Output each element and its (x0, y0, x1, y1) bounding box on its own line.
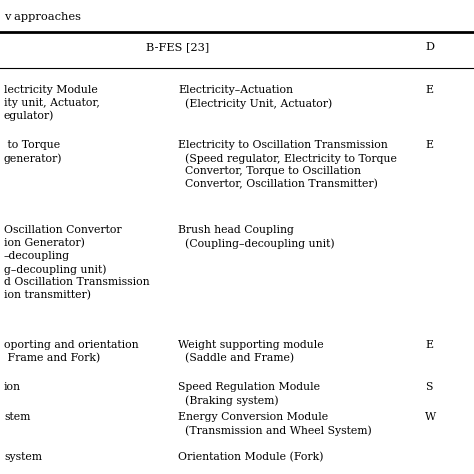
Text: Energy Conversion Module
  (Transmission and Wheel System): Energy Conversion Module (Transmission a… (178, 412, 372, 436)
Text: W: W (425, 412, 436, 422)
Text: Speed Regulation Module
  (Braking system): Speed Regulation Module (Braking system) (178, 382, 320, 406)
Text: Electricity to Oscillation Transmission
  (Speed regulator, Electricity to Torqu: Electricity to Oscillation Transmission … (178, 140, 397, 190)
Text: ion: ion (4, 382, 21, 392)
Text: D: D (425, 42, 434, 52)
Text: E: E (425, 340, 433, 350)
Text: to Torque
generator): to Torque generator) (4, 140, 63, 164)
Text: stem: stem (4, 412, 30, 422)
Text: oporting and orientation
 Frame and Fork): oporting and orientation Frame and Fork) (4, 340, 138, 363)
Text: v approaches: v approaches (4, 12, 81, 22)
Text: E: E (425, 85, 433, 95)
Text: Electricity–Actuation
  (Electricity Unit, Actuator): Electricity–Actuation (Electricity Unit,… (178, 85, 332, 109)
Text: Oscillation Convertor
ion Generator)
–decoupling
g–decoupling unit)
d Oscillatio: Oscillation Convertor ion Generator) –de… (4, 225, 150, 301)
Text: E: E (425, 140, 433, 150)
Text: Orientation Module (Fork): Orientation Module (Fork) (178, 452, 323, 462)
Text: lectricity Module
ity unit, Actuator,
egulator): lectricity Module ity unit, Actuator, eg… (4, 85, 100, 121)
Text: B-FES [23]: B-FES [23] (146, 42, 210, 52)
Text: S: S (425, 382, 432, 392)
Text: system: system (4, 452, 42, 462)
Text: Weight supporting module
  (Saddle and Frame): Weight supporting module (Saddle and Fra… (178, 340, 324, 363)
Text: Brush head Coupling
  (Coupling–decoupling unit): Brush head Coupling (Coupling–decoupling… (178, 225, 335, 248)
